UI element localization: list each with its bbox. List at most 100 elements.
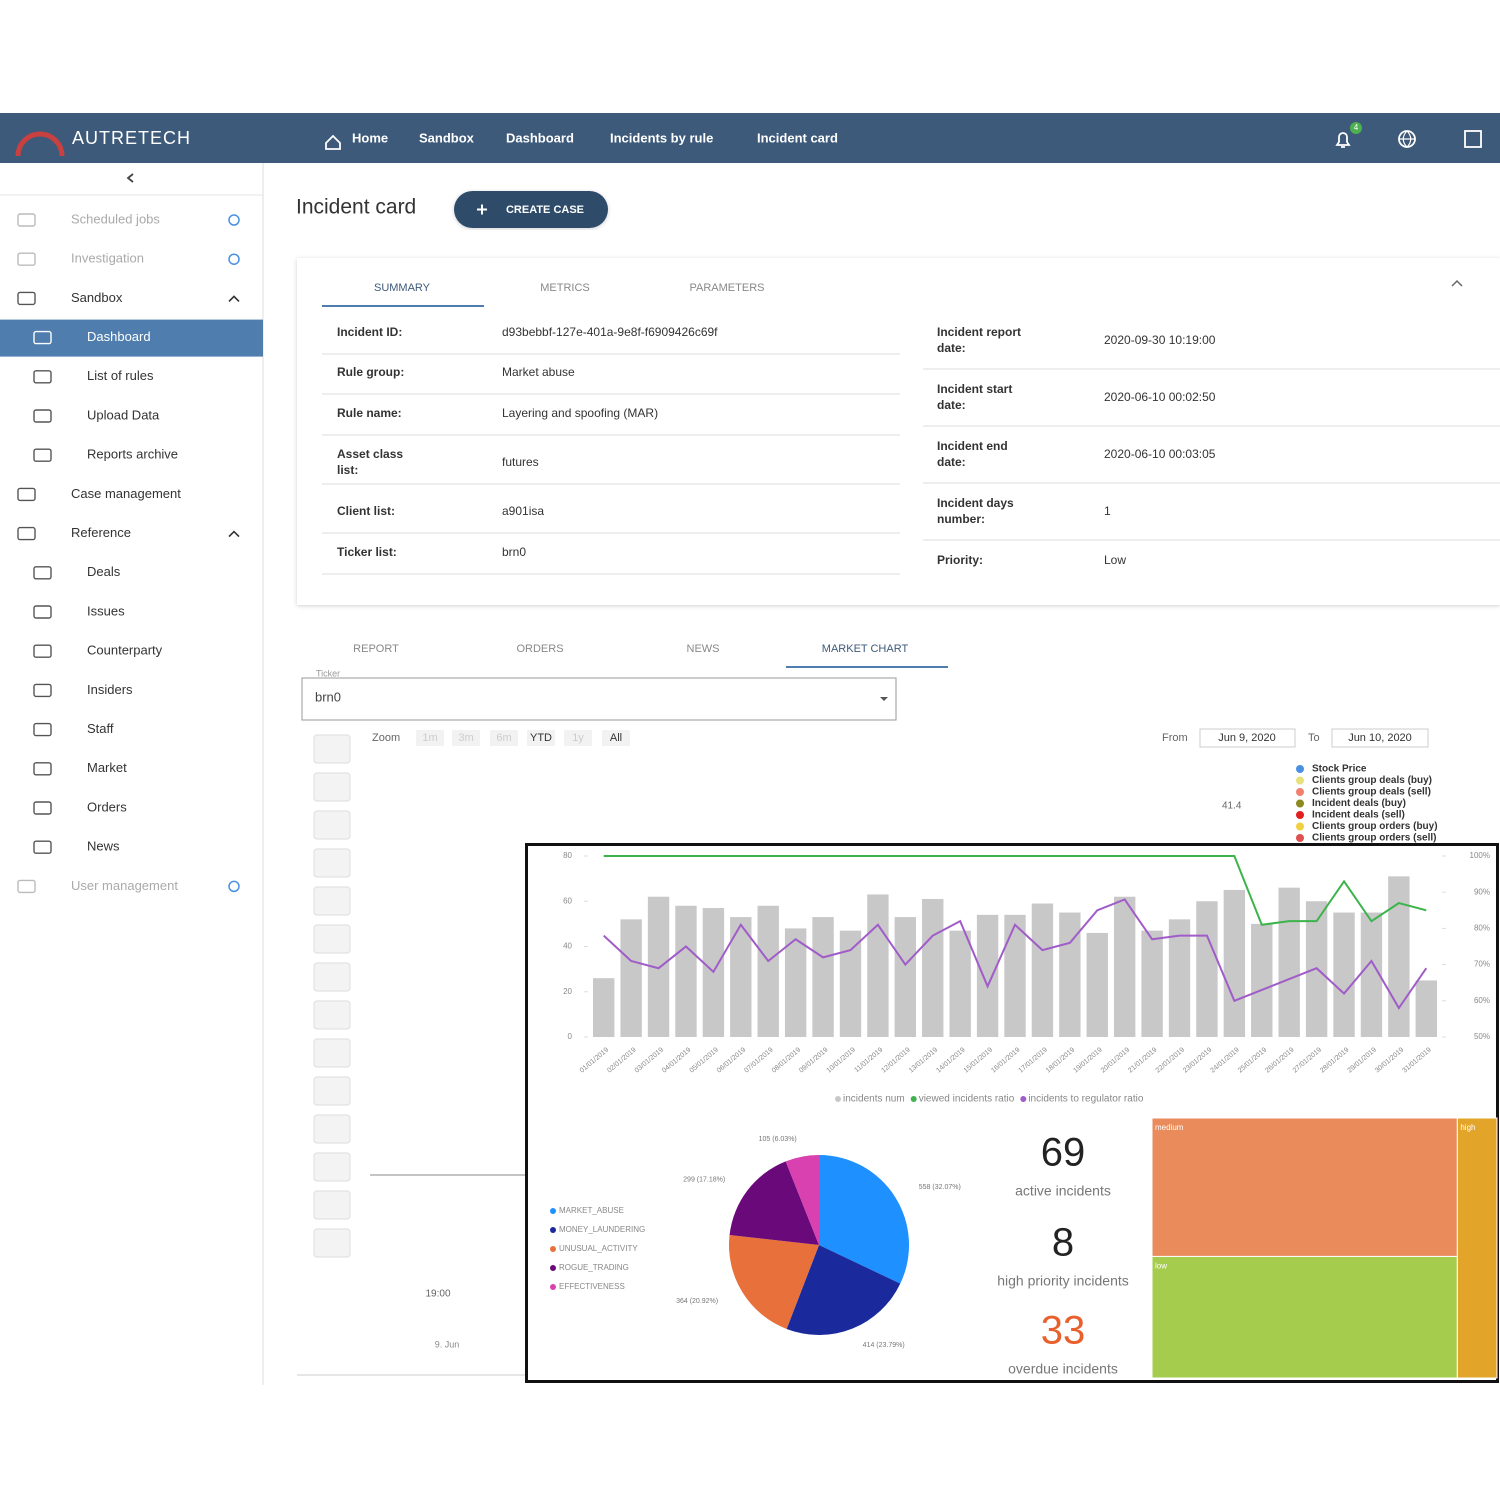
data-label: 558 (32.07%) bbox=[919, 1184, 961, 1191]
plus-icon bbox=[477, 204, 487, 215]
treemap-cell bbox=[1456, 1117, 1498, 1379]
zoom-button[interactable] bbox=[416, 730, 444, 746]
nav-icon bbox=[33, 370, 52, 384]
bar bbox=[620, 919, 642, 1037]
from-date[interactable]: Jun 9, 2020 bbox=[1218, 732, 1276, 744]
tool-button[interactable] bbox=[313, 1076, 351, 1106]
nav-item[interactable]: Scheduled jobs bbox=[71, 211, 160, 226]
tab[interactable]: NEWS bbox=[687, 643, 720, 655]
zoom-option[interactable]: 1y bbox=[572, 732, 584, 744]
field-value: futures bbox=[502, 455, 539, 469]
nav-item[interactable]: Staff bbox=[87, 721, 114, 736]
nav-item[interactable]: Counterparty bbox=[87, 643, 163, 658]
zoom-option[interactable]: YTD bbox=[530, 732, 552, 744]
tool-button[interactable] bbox=[313, 1152, 351, 1182]
nav-icon bbox=[17, 879, 36, 894]
breadcrumb[interactable]: Dashboard bbox=[506, 130, 574, 145]
zoom-option[interactable]: All bbox=[610, 732, 622, 744]
tool-button[interactable] bbox=[313, 886, 351, 916]
bar bbox=[1196, 901, 1218, 1037]
breadcrumb[interactable]: Incidents by rule bbox=[610, 130, 713, 145]
expand-caret[interactable] bbox=[228, 530, 240, 538]
legend-swatch bbox=[550, 1227, 556, 1233]
create-case-button[interactable] bbox=[454, 191, 608, 228]
tool-button[interactable] bbox=[313, 1038, 351, 1068]
nav-item[interactable]: Upload Data bbox=[87, 407, 160, 422]
line-series bbox=[603, 855, 1427, 926]
nav-item[interactable]: List of rules bbox=[87, 368, 154, 383]
nav-item[interactable]: User management bbox=[71, 878, 178, 893]
nav-item[interactable]: Issues bbox=[87, 603, 125, 618]
breadcrumb[interactable]: Sandbox bbox=[419, 130, 475, 145]
bell-icon[interactable] bbox=[1335, 132, 1351, 148]
zoom-option[interactable]: 6m bbox=[496, 732, 511, 744]
field-label: Client list: bbox=[337, 504, 395, 518]
tool-button[interactable] bbox=[313, 734, 351, 764]
nav-item[interactable]: Case management bbox=[71, 486, 181, 501]
zoom-button[interactable] bbox=[564, 730, 592, 746]
zoom-button[interactable] bbox=[490, 730, 518, 746]
zoom-button[interactable] bbox=[527, 730, 555, 746]
field-label: Asset class list: bbox=[337, 447, 403, 477]
tool-button[interactable] bbox=[313, 772, 351, 802]
tool-button[interactable] bbox=[313, 962, 351, 992]
collapse-button[interactable] bbox=[126, 173, 134, 183]
dropdown-caret bbox=[880, 697, 888, 701]
from-input[interactable] bbox=[1199, 728, 1296, 748]
bar bbox=[757, 905, 779, 1037]
brand: AUTRETECH bbox=[72, 128, 191, 148]
nav-item[interactable]: Investigation bbox=[71, 251, 144, 266]
nav-icon bbox=[17, 487, 36, 502]
create-case-label[interactable]: CREATE CASE bbox=[506, 204, 584, 216]
zoom-button[interactable] bbox=[602, 730, 630, 746]
field-value: 2020-09-30 10:19:00 bbox=[1104, 333, 1216, 347]
ticker-label: Ticker bbox=[316, 668, 340, 678]
nav-item[interactable]: Market bbox=[87, 760, 127, 775]
tab[interactable]: ORDERS bbox=[516, 643, 563, 655]
legend-swatch bbox=[1296, 834, 1304, 842]
tab[interactable]: MARKET CHART bbox=[822, 643, 909, 655]
tool-button[interactable] bbox=[313, 1000, 351, 1030]
nav-icon bbox=[33, 762, 52, 776]
tool-button[interactable] bbox=[313, 810, 351, 840]
zoom-option[interactable]: 1m bbox=[422, 732, 437, 744]
legend-swatch bbox=[1296, 822, 1304, 831]
nav-item[interactable]: Sandbox bbox=[71, 290, 123, 305]
ticker-value[interactable]: brn0 bbox=[315, 689, 341, 704]
logout-icon[interactable] bbox=[1464, 130, 1482, 148]
tool-button[interactable] bbox=[313, 924, 351, 954]
nav-item[interactable]: Orders bbox=[87, 799, 127, 814]
collapse-caret[interactable] bbox=[1451, 279, 1463, 287]
expand-caret[interactable] bbox=[228, 295, 240, 302]
tab[interactable]: PARAMETERS bbox=[690, 282, 765, 294]
kpi-label: active incidents bbox=[1015, 1183, 1111, 1199]
zoom-label: Zoom bbox=[372, 732, 400, 744]
nav-item[interactable]: Insiders bbox=[87, 682, 133, 697]
bar bbox=[1031, 903, 1054, 1037]
zoom-option[interactable]: 3m bbox=[458, 732, 473, 744]
tab[interactable]: METRICS bbox=[540, 282, 590, 294]
y-tick-label: 40 bbox=[563, 942, 572, 951]
tool-button[interactable] bbox=[313, 1228, 351, 1258]
treemap-label: medium bbox=[1155, 1123, 1184, 1132]
zoom-button[interactable] bbox=[452, 730, 480, 746]
tool-button[interactable] bbox=[313, 1114, 351, 1144]
ticker-input[interactable] bbox=[301, 677, 897, 721]
breadcrumb[interactable]: Home bbox=[352, 130, 388, 145]
nav-item[interactable]: News bbox=[87, 839, 120, 854]
tool-button[interactable] bbox=[313, 848, 351, 878]
nav-item[interactable]: Reports archive bbox=[87, 447, 178, 462]
nav-icon bbox=[33, 644, 52, 658]
tab[interactable]: REPORT bbox=[353, 643, 399, 655]
breadcrumb[interactable]: Incident card bbox=[757, 130, 838, 145]
to-date[interactable]: Jun 10, 2020 bbox=[1348, 732, 1412, 744]
nav-item[interactable]: Deals bbox=[87, 564, 121, 579]
field-value: brn0 bbox=[502, 545, 526, 559]
y-tick-label: 20 bbox=[563, 987, 572, 996]
nav-item[interactable]: Dashboard bbox=[87, 329, 151, 344]
to-input[interactable] bbox=[1331, 728, 1429, 748]
nav-item[interactable]: Reference bbox=[71, 525, 131, 540]
legend-label: Clients group orders (sell) bbox=[1312, 833, 1436, 844]
tab[interactable]: SUMMARY bbox=[374, 282, 431, 294]
tool-button[interactable] bbox=[313, 1190, 351, 1220]
